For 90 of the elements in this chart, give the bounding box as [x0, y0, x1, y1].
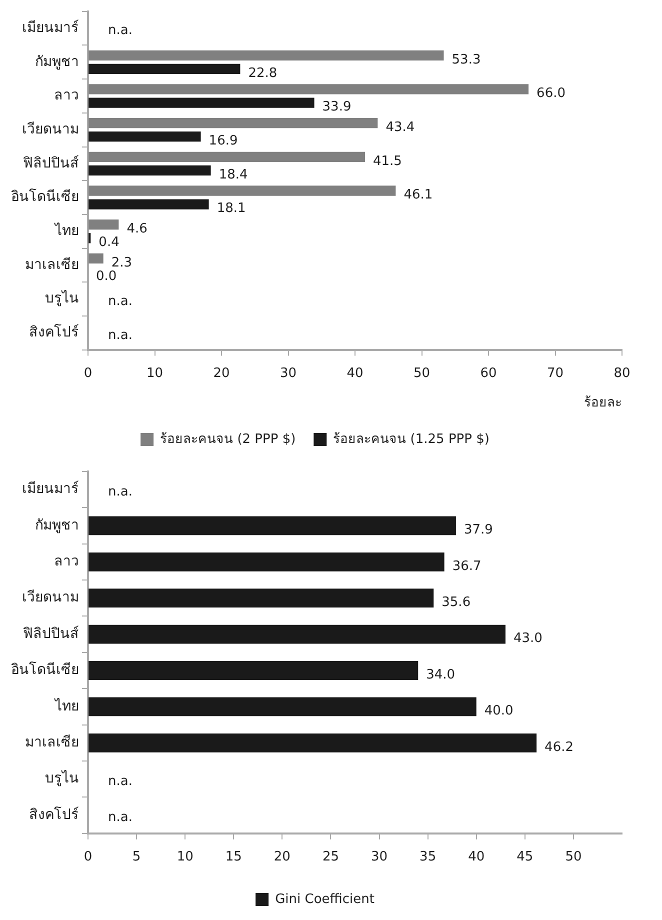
x-tick-label: 20	[213, 366, 230, 381]
y-tick-label: สิงคโปร์	[29, 806, 79, 823]
legend-label: ร้อยละคนจน (2 PPP $)	[160, 432, 296, 447]
data-label: 66.0	[536, 86, 566, 102]
bar	[88, 199, 209, 210]
y-tick-label: มาเลเซีย	[25, 256, 79, 273]
x-tick-label: 40	[468, 850, 485, 865]
y-tick-label: บรูไน	[45, 770, 79, 787]
bar	[88, 64, 240, 74]
x-tick-label: 20	[274, 850, 290, 865]
data-label: 46.1	[404, 188, 433, 203]
x-tick-label: 15	[225, 850, 242, 865]
data-label: 33.9	[322, 100, 352, 115]
y-tick-label: ไทย	[54, 697, 79, 714]
x-tick-label: 45	[516, 850, 534, 865]
bar	[88, 253, 104, 264]
data-label: 4.6	[126, 221, 148, 236]
data-label: 36.7	[452, 558, 482, 574]
bar	[88, 132, 201, 142]
bar	[88, 661, 418, 680]
data-label: 16.9	[208, 133, 238, 148]
data-label: 18.1	[216, 201, 246, 216]
y-tick-label: ไทย	[54, 222, 79, 239]
bar	[88, 697, 476, 716]
bar	[88, 50, 444, 60]
x-tick-label: 0	[84, 366, 92, 381]
data-label: 22.8	[248, 66, 278, 81]
text: n.a.	[108, 774, 132, 789]
x-tick-label: 40	[346, 366, 364, 381]
x-axis-title: ร้อยละ	[584, 396, 622, 411]
bar	[88, 624, 506, 644]
y-tick-label: มาเลเซีย	[25, 734, 79, 751]
x-tick-label: 30	[280, 366, 297, 381]
y-tick-label: กัมพูชา	[35, 517, 79, 534]
data-label: 40.0	[484, 704, 514, 719]
data-label: 35.6	[442, 594, 471, 610]
y-tick-label: ลาว	[54, 88, 79, 104]
data-label: 18.4	[218, 167, 248, 182]
data-label: 41.5	[373, 154, 402, 169]
data-label: 46.2	[544, 740, 574, 755]
x-tick-label: 80	[614, 366, 630, 381]
bar	[88, 588, 434, 608]
bar	[88, 220, 119, 230]
bar	[88, 186, 396, 196]
y-tick-label: อินโดนีเซีย	[11, 661, 79, 678]
text: n.a.	[108, 484, 132, 500]
y-tick-label: บรูไน	[45, 290, 79, 307]
text: n.a.	[108, 328, 132, 343]
data-label: 2.3	[111, 255, 132, 270]
y-tick-label: เวียดนาม	[22, 121, 79, 138]
y-tick-label: สิงคโปร์	[29, 324, 79, 341]
bar	[88, 552, 444, 572]
bar	[88, 152, 366, 162]
y-tick-label: อินโดนีเซีย	[11, 188, 79, 206]
x-tick-label: 35	[420, 850, 436, 865]
x-tick-label: 25	[322, 850, 339, 865]
y-tick-label: เมียนมาร์	[22, 480, 79, 498]
x-tick-label: 60	[480, 366, 497, 381]
legend-label: Gini Coefficient	[275, 892, 374, 907]
legend-label: ร้อยละคนจน (1.25 PPP $)	[333, 432, 490, 447]
text: n.a.	[108, 294, 132, 309]
x-tick-label: 70	[546, 366, 564, 381]
x-tick-label: 5	[132, 850, 141, 865]
data-label: 0.0	[96, 268, 117, 284]
text: n.a.	[108, 810, 132, 826]
data-label: 53.3	[452, 52, 481, 68]
bar	[88, 516, 456, 536]
y-tick-label: กัมพูชา	[35, 54, 79, 70]
x-tick-label: 10	[146, 366, 164, 381]
x-tick-label: 0	[84, 850, 92, 865]
x-tick-label: 50	[413, 366, 430, 381]
bar	[88, 165, 211, 176]
bar	[88, 733, 537, 752]
y-tick-label: เมียนมาร์	[22, 18, 79, 36]
text: n.a.	[108, 23, 132, 38]
y-tick-label: ฟิลิปปินส์	[23, 154, 79, 172]
data-label: 43.0	[513, 631, 542, 646]
x-tick-label: 10	[176, 850, 194, 865]
y-tick-label: ฟิลิปปินส์	[23, 624, 79, 642]
bar	[88, 118, 378, 128]
y-tick-label: เวียดนาม	[22, 590, 79, 606]
x-tick-label: 50	[565, 850, 582, 865]
data-label: 34.0	[426, 667, 456, 682]
data-label: 0.4	[98, 235, 120, 250]
y-tick-label: ลาว	[54, 554, 79, 570]
data-label: 43.4	[386, 120, 415, 135]
bar	[88, 84, 529, 94]
x-tick-label: 30	[371, 850, 388, 865]
bar	[88, 98, 314, 108]
data-label: 37.9	[464, 522, 493, 538]
